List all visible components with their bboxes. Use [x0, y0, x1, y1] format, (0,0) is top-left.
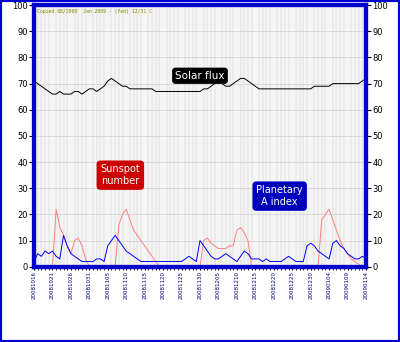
Text: Sunspot
number: Sunspot number: [100, 165, 140, 186]
Text: Planetary
A index: Planetary A index: [256, 185, 303, 207]
Text: Solar flux: Solar flux: [175, 71, 225, 81]
Text: Copied 08/2008  Jan 2009 - (fed) 12/31 C: Copied 08/2008 Jan 2009 - (fed) 12/31 C: [37, 9, 152, 14]
